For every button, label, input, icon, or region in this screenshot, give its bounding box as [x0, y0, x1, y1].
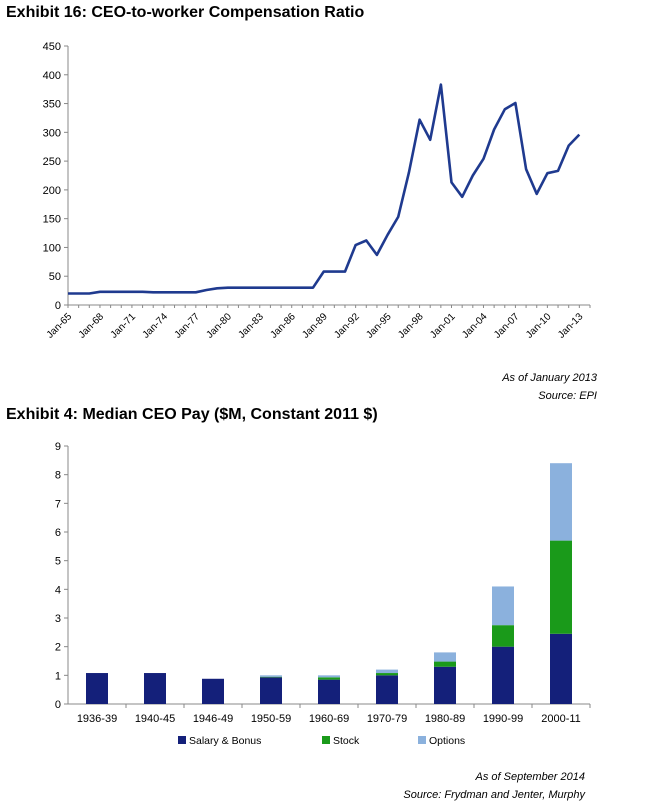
bar-options [260, 675, 282, 677]
legend-swatch-stock [322, 736, 330, 744]
x-tick-label: 1936-39 [77, 713, 117, 725]
bar-options [318, 675, 340, 678]
y-tick-label: 250 [43, 156, 61, 168]
x-tick-label: Jan-77 [173, 311, 203, 341]
x-tick-label: Jan-68 [77, 311, 107, 341]
y-tick-label: 8 [55, 470, 61, 482]
y-tick-label: 300 [43, 127, 61, 139]
y-tick-label: 100 [43, 242, 61, 254]
bar-stock [492, 625, 514, 647]
bar-salary-bonus [376, 675, 398, 704]
x-tick-label: Jan-74 [141, 311, 171, 341]
x-tick-label: Jan-89 [300, 311, 330, 341]
bar-stock [260, 676, 282, 678]
exhibit16-title: Exhibit 16: CEO-to-worker Compensation R… [6, 4, 365, 21]
x-tick-label: Jan-07 [492, 311, 522, 341]
legend-label-options: Options [429, 735, 465, 747]
x-tick-label: Jan-92 [332, 311, 362, 341]
bar-salary-bonus [492, 646, 514, 704]
legend-label-stock: Stock [333, 735, 360, 747]
bar-options [550, 463, 572, 541]
y-tick-label: 50 [49, 271, 61, 283]
legend-label-salary-bonus: Salary & Bonus [189, 735, 261, 747]
bar-stock [434, 661, 456, 667]
x-tick-label: Jan-83 [236, 311, 266, 341]
bar-stock [550, 540, 572, 634]
bar-options [434, 652, 456, 662]
x-tick-label: 2000-11 [541, 713, 581, 725]
bar-salary-bonus [434, 666, 456, 704]
legend-swatch-options [418, 736, 426, 744]
exhibit4-as-of: As of September 2014 [475, 771, 585, 783]
y-tick-label: 1 [55, 670, 61, 682]
x-tick-label: Jan-86 [268, 311, 298, 341]
y-tick-label: 0 [55, 699, 61, 711]
x-tick-label: Jan-10 [524, 311, 554, 341]
x-tick-label: Jan-04 [460, 311, 490, 341]
y-tick-label: 5 [55, 556, 61, 568]
x-tick-label: 1946-49 [193, 713, 233, 725]
exhibit4-source: Source: Frydman and Jenter, Murphy [403, 789, 585, 801]
exhibit16-as-of: As of January 2013 [502, 372, 597, 384]
exhibit16-source: Source: EPI [538, 390, 597, 402]
x-tick-label: Jan-71 [109, 311, 139, 341]
y-tick-label: 7 [55, 498, 61, 510]
bar-salary-bonus [318, 679, 340, 704]
ratio-series-line [68, 83, 581, 295]
y-tick-label: 3 [55, 613, 61, 625]
y-tick-label: 450 [43, 41, 61, 53]
bar-options [376, 669, 398, 674]
x-tick-label: 1960-69 [309, 713, 349, 725]
bar-salary-bonus [550, 633, 572, 704]
y-tick-label: 200 [43, 185, 61, 197]
x-tick-label: 1990-99 [483, 713, 523, 725]
bar-stock [376, 673, 398, 676]
y-tick-label: 4 [55, 584, 61, 596]
y-tick-label: 400 [43, 70, 61, 82]
x-tick-label: Jan-80 [205, 311, 235, 341]
x-tick-label: Jan-01 [428, 311, 458, 341]
x-tick-label: Jan-95 [364, 311, 394, 341]
median-ceo-pay-chart: 0 1 2 3 4 5 6 7 8 9 1936-39 1940-45 1946-49 1950-59 19… [55, 441, 591, 747]
y-tick-label: 350 [43, 99, 61, 111]
exhibit4-title: Exhibit 4: Median CEO Pay ($M, Constant … [6, 406, 378, 423]
y-tick-label: 0 [55, 300, 61, 312]
x-tick-label: Jan-13 [556, 311, 586, 341]
x-tick-label: Jan-65 [45, 311, 75, 341]
x-tick-label: 1980-89 [425, 713, 465, 725]
bar-salary-bonus [144, 673, 166, 704]
bar-salary-bonus [260, 677, 282, 704]
legend-swatch-salary-bonus [178, 736, 186, 744]
x-tick-label: Jan-98 [396, 311, 426, 341]
y-tick-label: 2 [55, 642, 61, 654]
x-tick-label: 1970-79 [367, 713, 407, 725]
x-tick-label: 1950-59 [251, 713, 291, 725]
bar-salary-bonus [86, 673, 108, 704]
y-tick-label: 150 [43, 214, 61, 226]
x-tick-label: 1940-45 [135, 713, 175, 725]
y-tick-label: 9 [55, 441, 61, 453]
bar-options [492, 586, 514, 626]
bar-salary-bonus [202, 678, 224, 704]
y-tick-label: 6 [55, 527, 61, 539]
bar-stock [318, 677, 340, 680]
